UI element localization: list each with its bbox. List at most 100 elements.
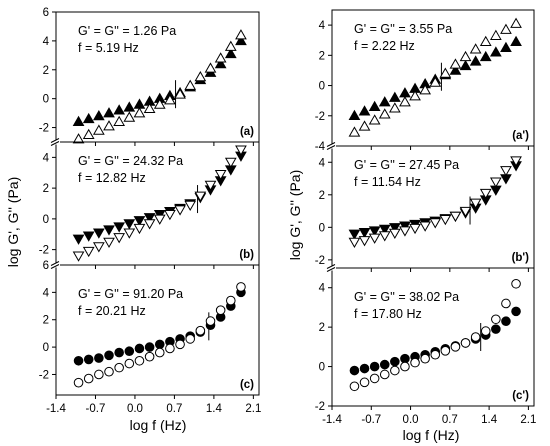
data-point (491, 324, 501, 334)
data-point (388, 223, 401, 234)
data-point (368, 226, 381, 237)
data-point (489, 46, 502, 57)
data-point (154, 339, 165, 350)
data-point (420, 353, 430, 364)
data-point (359, 377, 370, 388)
y-tick-label: 2 (43, 183, 49, 195)
data-point (143, 102, 156, 114)
data-point (114, 362, 124, 373)
data-point (348, 126, 361, 137)
data-point (348, 229, 361, 240)
annotation-frequency: f = 11.54 Hz (354, 175, 421, 189)
data-point (104, 350, 114, 361)
data-point (94, 369, 104, 380)
axis-break-gap (52, 139, 60, 145)
y-tick-label: 4 (319, 157, 326, 169)
y-tick-label: 4 (319, 283, 326, 295)
x-tick-label: -0.7 (361, 414, 381, 426)
data-point (378, 96, 391, 107)
series-1 (349, 278, 521, 392)
data-point (399, 226, 411, 237)
x-tick-label: 0.0 (127, 403, 143, 415)
panel-a: -2 0 2 4 6 G' = G'' = 1.26 Pa f = 5.19 Hz (a) (39, 7, 260, 146)
data-point (235, 145, 247, 156)
data-point (511, 306, 521, 317)
data-point (409, 223, 421, 235)
panel-label: (b) (239, 249, 254, 261)
data-point (500, 41, 512, 53)
data-point (379, 369, 390, 380)
data-point (103, 225, 115, 236)
data-point (378, 224, 391, 235)
data-point (185, 334, 196, 344)
x-axis-label-left: log f (Hz) (130, 417, 187, 433)
y-tick-label: -2 (315, 255, 325, 267)
axis-break-gap (328, 143, 336, 149)
panel-a2: -4 -2 0 2 4 G' = G'' = 3.55 Pa f = 2.22 Hz (a') (315, 9, 535, 153)
data-point (390, 365, 400, 376)
data-point (399, 221, 411, 232)
data-point (500, 166, 512, 177)
data-point (133, 98, 146, 109)
data-point (469, 55, 482, 66)
x-tick-label: -0.7 (86, 403, 106, 415)
axis-break-gap (52, 262, 60, 268)
data-point (184, 200, 197, 212)
annotation-modulus: G' = G'' = 1.26 Pa (78, 24, 176, 38)
y-axis-label-right: log G', G'' (Pa) (287, 170, 303, 261)
data-point (73, 355, 84, 366)
y-tick-label: 0 (319, 362, 325, 374)
x-tick-label: 2.1 (520, 414, 536, 426)
data-point (379, 359, 390, 370)
data-point (124, 358, 135, 369)
y-tick-label: 2 (319, 190, 325, 202)
data-point (82, 246, 95, 258)
data-point (82, 112, 95, 124)
data-point (369, 373, 380, 384)
data-point (459, 50, 472, 62)
data-point (144, 351, 155, 362)
y-tick-label: 6 (43, 7, 49, 19)
data-point (358, 227, 371, 239)
data-point (419, 221, 432, 232)
x-tick-label: 0.0 (403, 414, 419, 426)
y-tick-label: 4 (43, 152, 50, 164)
y-tick-label: 2 (43, 315, 49, 327)
data-point (174, 205, 186, 216)
y-tick-label: 4 (319, 20, 326, 32)
data-point (388, 102, 401, 113)
data-point (511, 278, 521, 289)
data-point (143, 219, 156, 230)
data-point (195, 325, 206, 336)
data-point (469, 198, 482, 209)
data-point (73, 377, 84, 388)
data-point (390, 356, 400, 367)
data-point (83, 373, 94, 384)
data-point (480, 326, 491, 336)
panel-label: (c) (240, 379, 254, 391)
x-tick-label: 1.4 (206, 403, 223, 415)
series-0 (348, 35, 522, 121)
annotation-modulus: G' = G'' = 91.20 Pa (78, 287, 183, 301)
data-point (429, 76, 442, 87)
annotation-frequency: f = 5.19 Hz (78, 41, 139, 55)
data-point (124, 346, 135, 357)
data-point (358, 236, 371, 247)
data-point (459, 59, 472, 71)
data-point (449, 64, 462, 75)
data-point (510, 156, 522, 167)
y-tick-label: 0 (319, 81, 325, 93)
data-point (400, 353, 410, 364)
data-point (235, 29, 247, 40)
y-tick-label: -4 (315, 141, 326, 153)
data-point (400, 361, 410, 372)
data-point (204, 62, 217, 73)
panel-label: (c') (512, 390, 529, 402)
y-tick-label: -2 (315, 111, 325, 123)
data-point (489, 29, 502, 40)
data-point (154, 347, 165, 358)
data-point (123, 101, 136, 112)
data-point (236, 282, 246, 292)
data-point (410, 357, 420, 368)
data-point (103, 237, 115, 248)
